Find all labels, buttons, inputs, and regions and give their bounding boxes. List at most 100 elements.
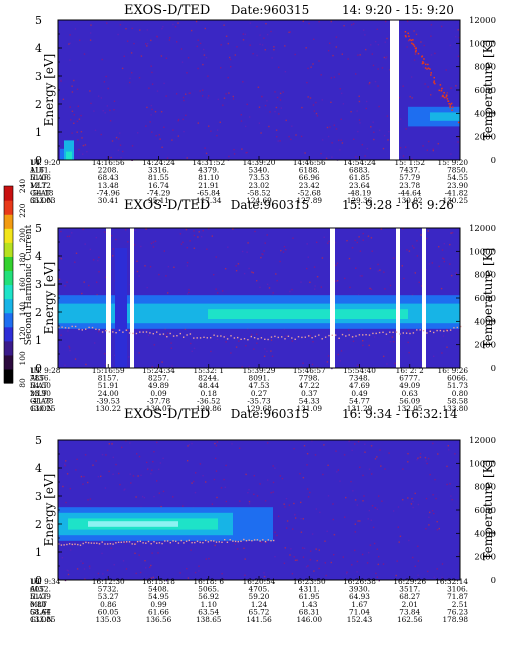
noise-mark (152, 241, 155, 243)
noise-mark (316, 241, 318, 243)
noise-mark (427, 570, 429, 573)
noise-mark (71, 91, 74, 93)
temperature-trace-point (159, 333, 161, 336)
noise-mark (395, 574, 397, 577)
noise-mark (251, 271, 253, 273)
temperature-trace-point (232, 540, 234, 542)
noise-mark (376, 576, 378, 578)
noise-mark (229, 56, 231, 59)
temperature-trace-point (226, 541, 229, 543)
noise-mark (342, 103, 345, 105)
noise-mark (327, 355, 330, 357)
noise-mark (170, 342, 172, 344)
noise-mark (160, 111, 163, 113)
noise-mark (318, 21, 320, 23)
noise-mark (432, 442, 434, 445)
noise-mark (245, 152, 247, 154)
noise-mark (420, 41, 422, 43)
orbit-cell: 1.10 (201, 600, 218, 609)
noise-mark (450, 87, 453, 89)
temperature-trace-point (294, 338, 296, 340)
noise-mark (68, 347, 71, 349)
orbit-cell: 54.50 (30, 381, 51, 390)
noise-mark (259, 286, 261, 288)
noise-mark (286, 527, 288, 529)
noise-mark (183, 130, 185, 133)
noise-mark (154, 240, 157, 242)
orbit-cell: 162.56 (397, 615, 423, 624)
chart-title: EXOS-D/TED (124, 198, 210, 213)
noise-mark (300, 517, 302, 520)
orbit-cell: 1.43 (301, 600, 318, 609)
noise-mark (377, 85, 379, 87)
noise-mark (378, 495, 380, 497)
noise-mark (427, 86, 429, 88)
temperature-trace-point (413, 45, 416, 48)
temperature-trace-point (112, 331, 114, 333)
noise-mark (366, 147, 368, 150)
orbit-cell: 59.20 (249, 592, 270, 601)
orbit-cell: -41.78 (30, 396, 54, 405)
data-gap (106, 228, 111, 368)
noise-mark (355, 156, 357, 158)
noise-mark (140, 55, 143, 57)
noise-mark (353, 138, 355, 140)
temperature-trace-point (145, 331, 148, 333)
noise-mark (407, 40, 410, 42)
noise-mark (60, 257, 62, 260)
noise-mark (274, 555, 276, 558)
orbit-cell: 51.06 (30, 173, 51, 182)
noise-mark (270, 350, 272, 352)
noise-mark (156, 35, 158, 38)
noise-mark (374, 41, 377, 43)
orbit-cell: 2.01 (402, 600, 418, 609)
orbit-cell: 57.79 (399, 173, 420, 182)
temperature-trace-point (202, 542, 204, 544)
orbit-cell: 130.25 (30, 404, 56, 413)
noise-mark (146, 43, 149, 45)
noise-mark (188, 444, 190, 446)
noise-mark (424, 83, 426, 85)
noise-mark (414, 272, 416, 274)
noise-mark (199, 90, 201, 92)
noise-mark (223, 97, 226, 99)
noise-mark (97, 475, 100, 478)
noise-mark (354, 239, 356, 242)
orbit-cell: 54.77 (349, 396, 370, 405)
temperature-trace-point (422, 330, 425, 332)
orbit-cell: 14:31:52 (192, 158, 225, 167)
temperature-trace-point (429, 68, 431, 70)
signal-band (208, 309, 408, 319)
orbit-cell: 16: 9:34 (30, 577, 61, 586)
temperature-trace-point (136, 540, 139, 543)
noise-mark (296, 559, 298, 561)
temperature-trace-point (304, 336, 306, 338)
orbit-cell: 64.93 (349, 592, 370, 601)
noise-mark (314, 288, 316, 290)
orbit-cell: 141.56 (246, 615, 272, 624)
orbit-cell: 178.98 (442, 615, 468, 624)
orbit-cell: 71.04 (349, 607, 370, 616)
noise-mark (96, 294, 98, 296)
temperature-trace-point (172, 335, 175, 337)
orbit-cell: 124.69 (246, 196, 272, 205)
temperature-trace-point (447, 100, 450, 102)
orbit-cell: 136.56 (146, 615, 172, 624)
noise-mark (131, 145, 134, 147)
noise-mark (213, 274, 215, 276)
noise-mark (449, 243, 451, 246)
noise-mark (330, 561, 332, 564)
temperature-trace-point (457, 121, 460, 124)
temperature-trace-point (277, 336, 279, 339)
chart-panel-1: EXOS-D/TED Date:960315 14: 9:20 - 15: 9:20… (29, 3, 496, 205)
noise-mark (430, 35, 432, 37)
noise-mark (225, 464, 227, 467)
noise-mark (188, 92, 190, 94)
data-gap (422, 228, 426, 368)
noise-mark (76, 568, 79, 570)
temperature-trace-point (66, 543, 68, 546)
temperature-trace-point (392, 331, 394, 333)
temperature-trace-point (446, 98, 449, 100)
temperature-trace-point (191, 542, 193, 544)
noise-mark (244, 33, 246, 36)
